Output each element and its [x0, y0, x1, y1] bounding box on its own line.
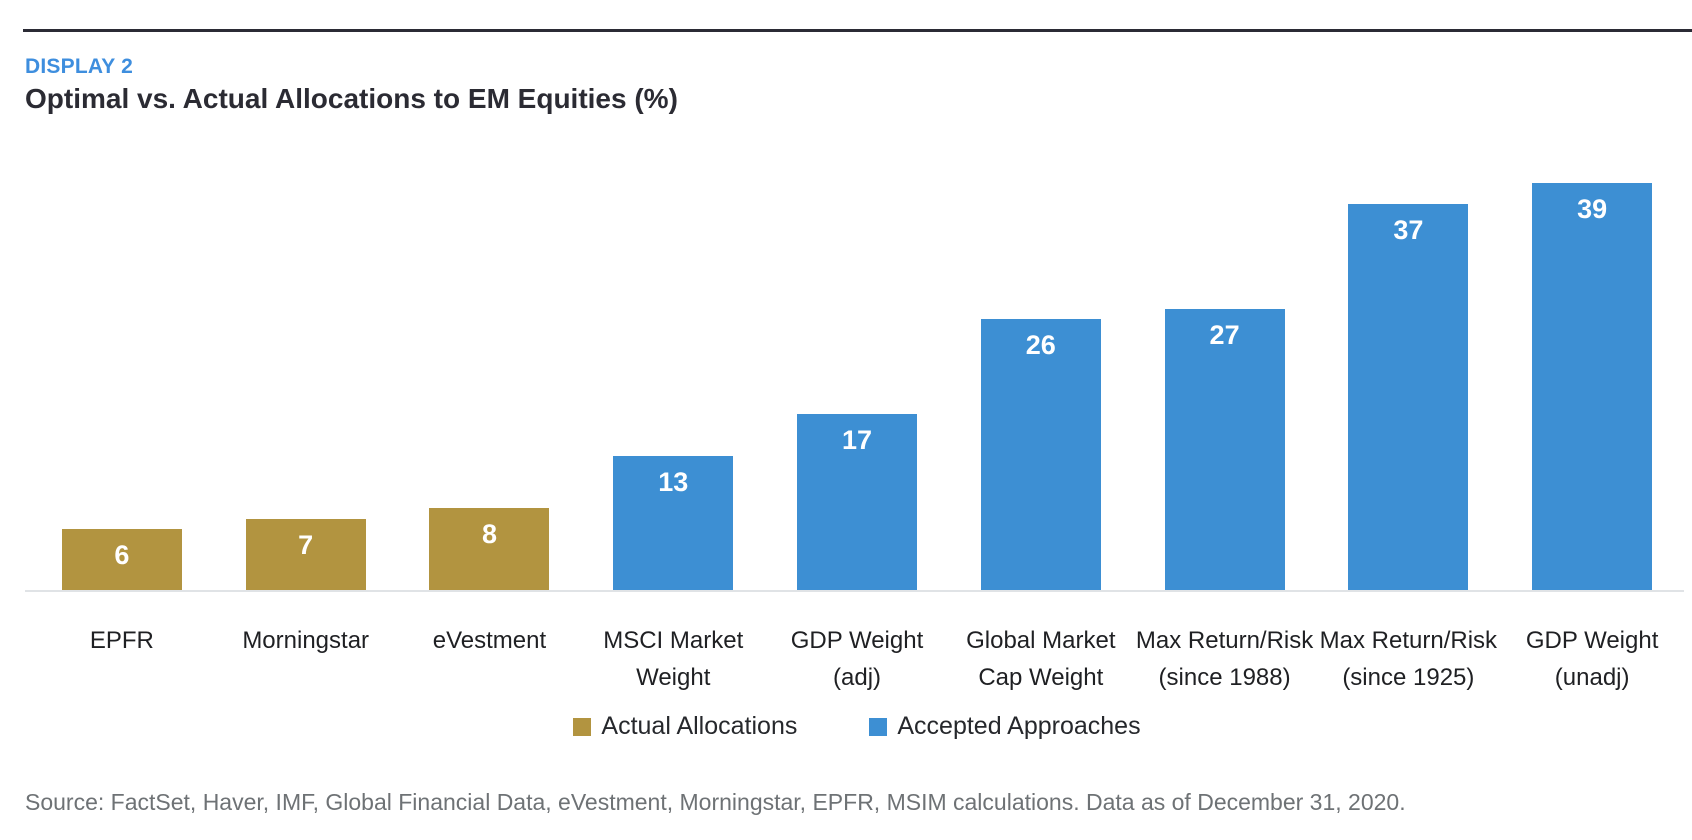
- bar-column: 26: [949, 160, 1133, 592]
- bar-column: 17: [765, 160, 949, 592]
- top-rule-divider: [23, 29, 1692, 32]
- bar-column: 39: [1500, 160, 1684, 592]
- legend-label: Accepted Approaches: [897, 712, 1141, 740]
- x-axis-category-label: GDP Weight (adj): [790, 627, 924, 692]
- x-axis-category-label: Max Return/Risk (since 1925): [1319, 627, 1498, 692]
- bar-column: 27: [1133, 160, 1317, 592]
- bar-value-label: 6: [114, 540, 130, 570]
- legend-swatch-icon: [869, 717, 888, 736]
- bars-row: 6 7 8 13 17 26 27 37 39: [30, 160, 1684, 592]
- bar-actual: 8: [429, 508, 550, 592]
- bar-accepted: 17: [797, 413, 918, 592]
- bar-value-label: 37: [1393, 214, 1424, 245]
- bar-accepted: 13: [613, 455, 734, 592]
- bar-actual: 6: [61, 529, 182, 592]
- x-axis-category-label: EPFR: [89, 627, 154, 654]
- bar-value-label: 39: [1577, 193, 1608, 224]
- chart-title: Optimal vs. Actual Allocations to EM Equ…: [25, 83, 678, 114]
- bar-value-label: 13: [658, 466, 689, 497]
- x-axis-category-label: GDP Weight (unadj): [1525, 627, 1659, 692]
- bar-value-label: 26: [1025, 330, 1056, 360]
- legend-label: Actual Allocations: [601, 712, 798, 740]
- x-axis-category-label: eVestment: [432, 627, 547, 654]
- x-axis-baseline: [25, 590, 1684, 592]
- bar-chart-plot-area: 6 7 8 13 17 26 27 37 39: [25, 160, 1684, 592]
- bar-accepted: 37: [1348, 203, 1469, 592]
- legend-item-accepted: Accepted Approaches: [869, 712, 1141, 741]
- bar-accepted: 26: [980, 319, 1101, 592]
- bar-value-label: 27: [1209, 319, 1240, 350]
- source-note: Source: FactSet, Haver, IMF, Global Fina…: [25, 789, 1406, 815]
- display-number-eyebrow: DISPLAY 2: [25, 55, 134, 78]
- bar-accepted: 27: [1164, 308, 1285, 592]
- bar-column: 13: [581, 160, 765, 592]
- bar-value-label: 7: [298, 529, 314, 560]
- chart-legend: Actual Allocations Accepted Approaches: [30, 712, 1684, 741]
- x-axis-category-label: MSCI Market Weight: [603, 627, 744, 692]
- x-axis-labels-row: EPFR Morningstar eVestment MSCI Market Weig…: [30, 622, 1684, 696]
- bar-column: 6: [30, 160, 214, 592]
- x-axis-category-label: Max Return/Risk (since 1988): [1135, 627, 1314, 692]
- bar-actual: 7: [245, 518, 366, 592]
- bar-value-label: 8: [481, 519, 497, 549]
- legend-swatch-icon: [573, 717, 592, 736]
- bar-column: 7: [214, 160, 398, 592]
- x-axis-category-label: Morningstar: [242, 627, 370, 654]
- legend-item-actual: Actual Allocations: [573, 712, 797, 741]
- bar-column: 37: [1316, 160, 1500, 592]
- bar-accepted: 39: [1532, 182, 1653, 592]
- bar-value-label: 17: [841, 424, 873, 455]
- x-axis-category-label: Global Market Cap Weight: [966, 627, 1116, 692]
- bar-column: 8: [398, 160, 582, 592]
